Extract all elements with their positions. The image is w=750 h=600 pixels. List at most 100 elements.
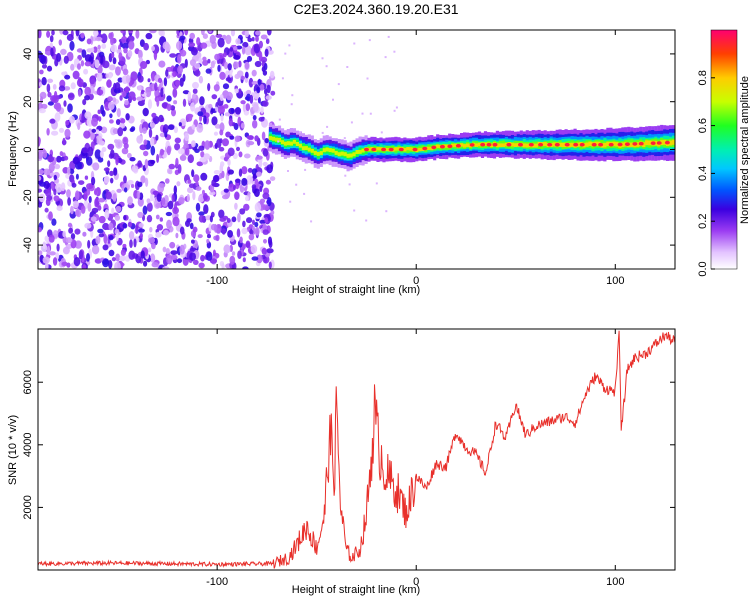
heatmap-noise-cell [263, 239, 267, 244]
heatmap-ridge-cell [445, 144, 449, 148]
heatmap-noise-cell [195, 180, 199, 187]
heatmap-noise-cell [191, 239, 195, 244]
heatmap-noise-cell [224, 112, 230, 117]
heatmap-noise-cell [80, 60, 85, 67]
heatmap-noise-cell [253, 43, 261, 54]
heatmap-noise-cell [101, 110, 106, 117]
heatmap-scatter-cell [348, 183, 351, 186]
heatmap-noise-cell [266, 164, 273, 174]
heatmap-noise-cell [189, 32, 195, 40]
heatmap-noise-cell [155, 134, 159, 141]
heatmap-noise-cell [91, 117, 98, 127]
heatmap-noise-cell [222, 138, 229, 147]
heatmap-scatter-cell [332, 98, 334, 101]
heatmap-noise-cell [209, 215, 213, 223]
spectrogram-panel: -100 0 100 -40 -20 0 20 40 Height of straight l… [7, 29, 676, 296]
heatmap-noise-cell [217, 64, 221, 72]
heatmap-ridge-cell [349, 153, 353, 158]
heatmap-noise-cell [91, 207, 99, 214]
heatmap-noise-cell [124, 86, 130, 93]
heatmap-ridge-cell [403, 148, 407, 152]
heatmap-noise-cell [115, 66, 121, 76]
heatmap-noise-cell [241, 46, 246, 55]
heatmap-noise-cell [193, 174, 200, 183]
heatmap-noise-cell [58, 39, 62, 46]
heatmap-noise-cell [114, 214, 121, 221]
heatmap-noise-cell [67, 166, 71, 175]
heatmap-noise-cell [108, 259, 113, 269]
snr-ytick-label: 2000 [22, 495, 34, 519]
heatmap-ridge-cell [358, 149, 362, 154]
heatmap-noise-cell [238, 88, 242, 95]
heatmap-noise-cell [240, 75, 245, 80]
heatmap-noise-cell [259, 84, 265, 91]
heatmap-noise-cell [208, 103, 213, 109]
heatmap-noise-cell [103, 167, 110, 172]
heatmap-noise-cell [151, 242, 156, 250]
heatmap-noise-cell [240, 100, 246, 105]
heatmap-ridge-cell [477, 142, 482, 147]
heatmap-noise-cell [114, 82, 121, 91]
spectrogram-xtick-label: 100 [606, 275, 624, 287]
heatmap-noise-cell [258, 116, 265, 122]
heatmap-noise-cell [61, 71, 67, 76]
heatmap-noise-cell [38, 175, 42, 181]
heatmap-noise-cell [95, 36, 103, 42]
heatmap-scatter-cell [387, 35, 390, 38]
heatmap-peak-cell [388, 147, 394, 152]
heatmap-scatter-cell [287, 170, 289, 172]
heatmap-noise-cell [238, 151, 243, 158]
heatmap-noise-cell [44, 235, 50, 242]
heatmap-noise-cell [45, 189, 52, 197]
heatmap-noise-cell [146, 198, 151, 204]
heatmap-scatter-cell [295, 183, 298, 186]
heatmap-noise-cell [40, 243, 48, 253]
heatmap-scatter-cell [380, 131, 383, 134]
heatmap-noise-cell [170, 250, 178, 256]
heatmap-noise-cell [145, 177, 149, 187]
heatmap-noise-cell [207, 83, 211, 92]
heatmap-noise-cell [203, 192, 208, 201]
heatmap-scatter-cell [353, 209, 356, 212]
heatmap-noise-cell [66, 262, 71, 268]
heatmap-ridge-cell [331, 148, 335, 153]
heatmap-noise-cell [48, 162, 55, 172]
heatmap-ridge-cell [561, 142, 565, 147]
heatmap-noise-cell [84, 175, 89, 180]
heatmap-noise-cell [81, 49, 87, 58]
heatmap-ridge-cell [603, 142, 607, 148]
heatmap-noise-cell [67, 197, 71, 206]
heatmap-noise-cell [66, 33, 74, 42]
heatmap-noise-cell [204, 140, 211, 150]
heatmap-noise-cell [217, 37, 225, 48]
heatmap-noise-cell [72, 156, 81, 165]
heatmap-noise-cell [262, 192, 270, 200]
heatmap-noise-cell [196, 161, 204, 167]
heatmap-noise-cell [259, 185, 263, 193]
heatmap-noise-cell [198, 215, 205, 223]
heatmap-noise-cell [186, 218, 192, 223]
heatmap-noise-cell [138, 223, 144, 228]
heatmap-noise-cell [147, 99, 153, 110]
heatmap-noise-cell [84, 111, 92, 119]
heatmap-noise-cell [120, 118, 126, 124]
heatmap-noise-cell [191, 169, 195, 178]
heatmap-noise-cell [234, 88, 239, 94]
heatmap-noise-cell [246, 135, 254, 140]
heatmap-scatter-cell [361, 112, 364, 115]
heatmap-scatter-cell [289, 200, 292, 203]
heatmap-noise-cell [228, 118, 233, 127]
heatmap-noise-cell [198, 145, 205, 151]
heatmap-noise-cell [166, 145, 171, 156]
heatmap-noise-cell [178, 122, 182, 127]
heatmap-noise-cell [172, 71, 177, 78]
heatmap-noise-cell [203, 204, 209, 215]
heatmap-ridge-cell [328, 148, 332, 153]
heatmap-noise-cell [198, 262, 205, 269]
heatmap-noise-cell [100, 55, 104, 65]
heatmap-noise-cell [252, 119, 258, 129]
heatmap-noise-cell [108, 222, 114, 231]
heatmap-ridge-cell [672, 139, 675, 145]
heatmap-noise-cell [252, 115, 257, 121]
heatmap-noise-cell [52, 84, 57, 90]
